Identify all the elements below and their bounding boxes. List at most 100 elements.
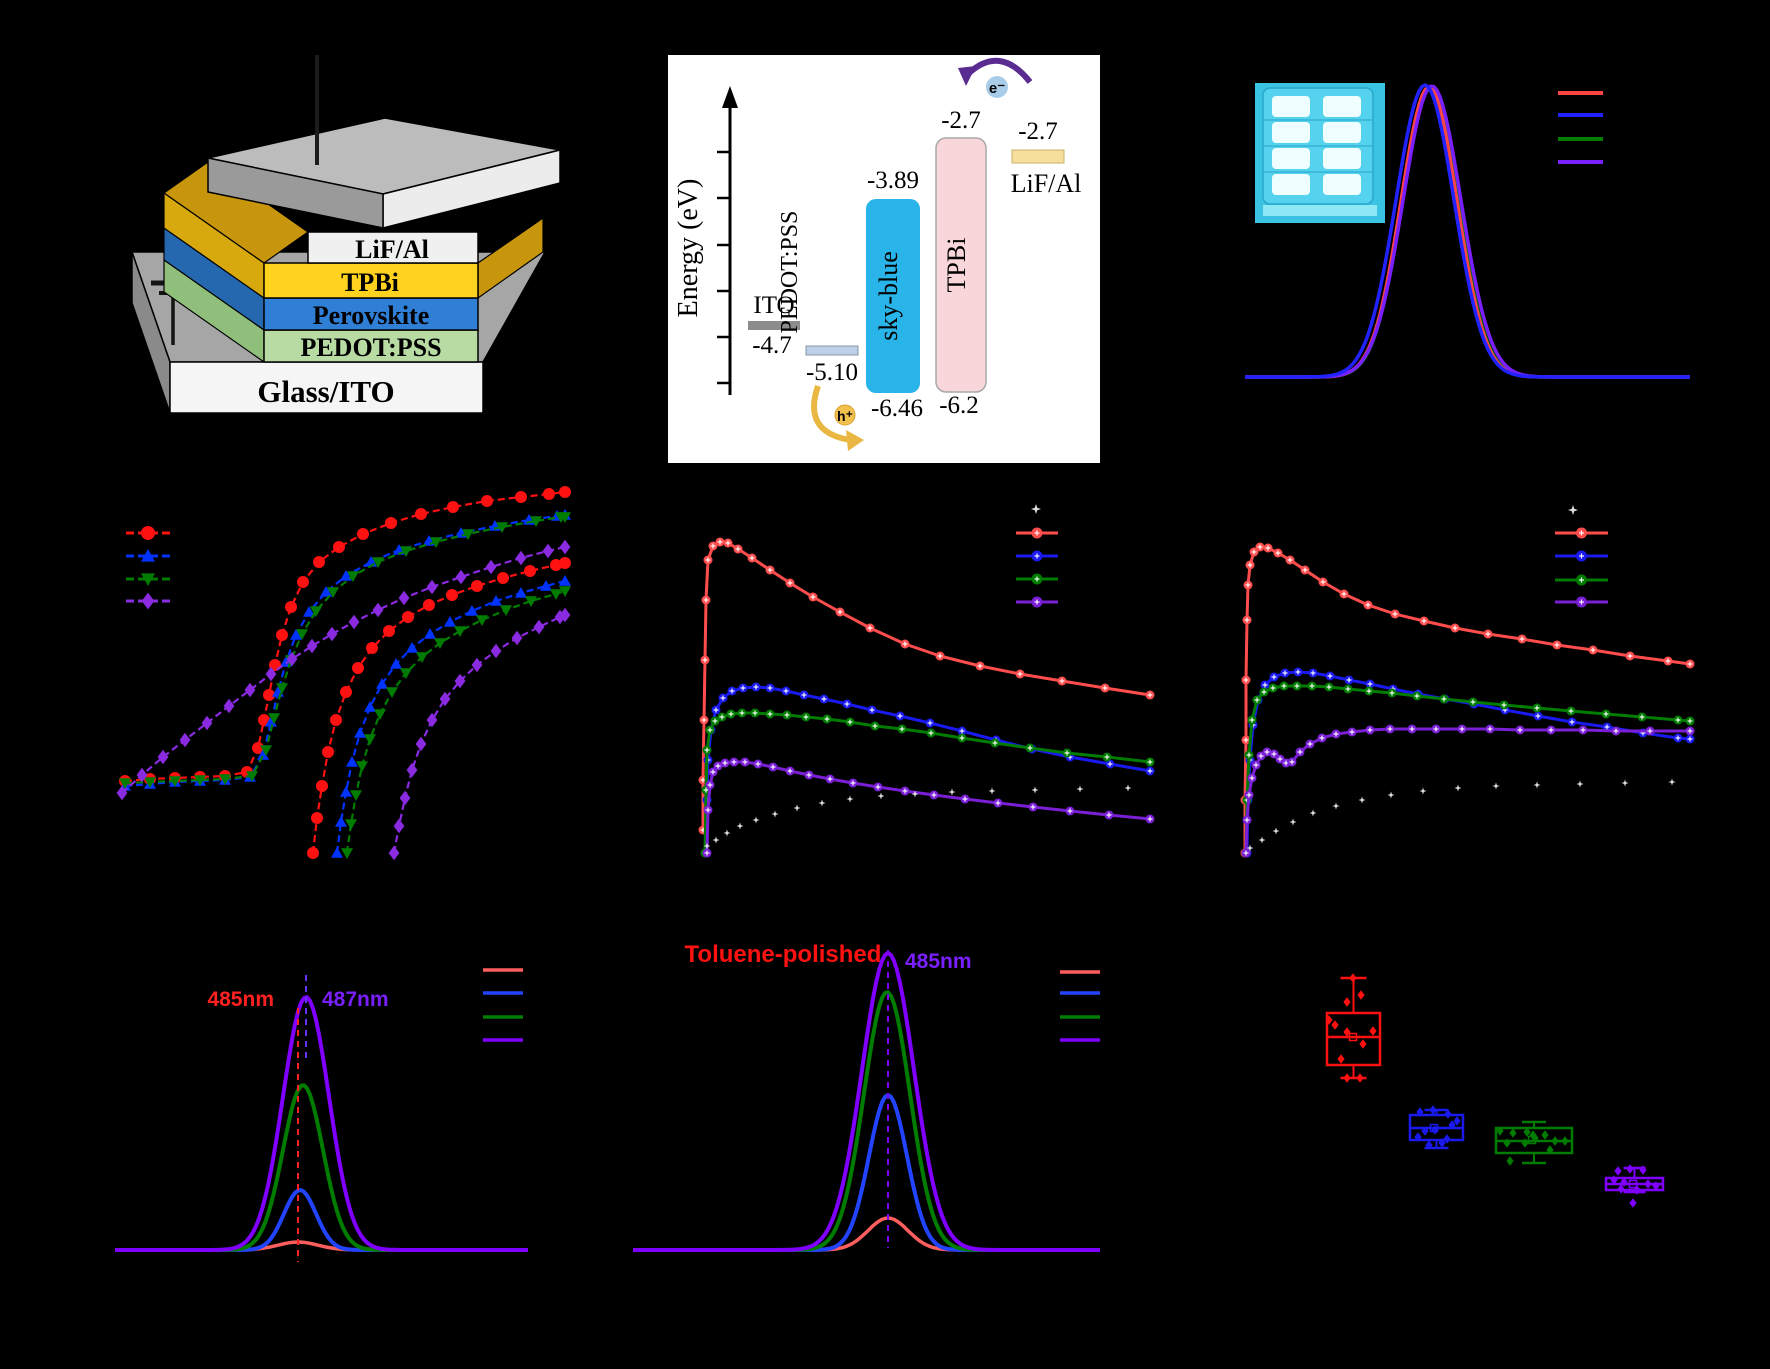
electron-ball bbox=[986, 76, 1008, 98]
marker-diamond bbox=[471, 657, 483, 673]
marker-circle bbox=[313, 556, 325, 568]
marker-diamond bbox=[1337, 1054, 1345, 1064]
marker-circle bbox=[497, 572, 509, 584]
marker-circle bbox=[340, 686, 352, 698]
marker-star bbox=[793, 804, 801, 812]
curve bbox=[633, 1093, 1100, 1252]
marker-circle bbox=[330, 714, 342, 726]
hole-symbol: h⁺ bbox=[837, 408, 853, 424]
marker-star bbox=[911, 790, 919, 798]
charts-layer: 485nm 487nm Toluene-polished 485nm bbox=[115, 83, 1695, 1262]
marker-diamond bbox=[1629, 1198, 1637, 1208]
marker-star bbox=[712, 836, 720, 844]
marker-tridown bbox=[550, 589, 562, 600]
marker-diamond bbox=[136, 767, 148, 783]
marker-triup bbox=[354, 727, 366, 738]
marker-tridown bbox=[296, 629, 308, 640]
tpbi-box bbox=[935, 137, 987, 393]
curve bbox=[633, 951, 1100, 1252]
marker-diamond bbox=[393, 818, 405, 834]
marker-star bbox=[703, 842, 711, 850]
photo-bottom-strip bbox=[1263, 205, 1377, 216]
emitter-label: sky-blue bbox=[874, 251, 903, 341]
marker-tridown bbox=[496, 522, 508, 533]
marker-triup bbox=[290, 629, 302, 640]
marker-star bbox=[1258, 836, 1266, 844]
curve bbox=[124, 515, 565, 785]
marker-star bbox=[818, 799, 826, 807]
marker-circle bbox=[252, 742, 264, 754]
box bbox=[1325, 1011, 1382, 1067]
marker-triup bbox=[406, 642, 418, 653]
marker-star bbox=[736, 822, 744, 830]
glass-ito-label: Glass/ITO bbox=[257, 374, 394, 409]
marker-diamond bbox=[1617, 1184, 1625, 1194]
marker-triup bbox=[540, 580, 552, 591]
panel-a-device-structure: Glass/ITO PEDOT:PSS Perovskite TPBi LiF/… bbox=[130, 55, 561, 414]
marker-tridown bbox=[434, 638, 446, 649]
marker-circle bbox=[383, 625, 395, 637]
panel-b-energy-diagram: Energy (eV) ITO -4.7 PEDOT:PSS -5.10 sky… bbox=[668, 55, 1100, 463]
marker-circle bbox=[423, 599, 435, 611]
photo-cathode-lines bbox=[1263, 119, 1373, 173]
lif-level-value: -2.7 bbox=[1018, 118, 1058, 145]
curve bbox=[311, 561, 566, 854]
marker-star bbox=[846, 795, 854, 803]
marker-circle bbox=[322, 746, 334, 758]
marker-triup bbox=[376, 678, 388, 689]
marker-diamond bbox=[1429, 1105, 1437, 1115]
tpbi-layer bbox=[263, 262, 479, 299]
marker-triup bbox=[320, 586, 332, 597]
marker-diamond bbox=[515, 550, 527, 566]
marker-tridown bbox=[462, 529, 474, 540]
marker-tridown bbox=[525, 596, 537, 607]
marker-circle bbox=[550, 559, 562, 571]
marker-star bbox=[1621, 779, 1629, 787]
marker-circle bbox=[285, 601, 297, 613]
marker-diamond bbox=[490, 643, 502, 659]
marker-diamond bbox=[1639, 1165, 1647, 1175]
pedot-level-value: -5.10 bbox=[806, 359, 858, 386]
marker-triup bbox=[346, 756, 358, 767]
marker-diamond bbox=[1331, 1020, 1339, 1030]
annotation-text: 487nm bbox=[322, 988, 389, 1011]
curve bbox=[335, 579, 566, 854]
marker-triup bbox=[141, 549, 155, 562]
legend-pl-spectra bbox=[483, 968, 523, 1042]
marker-tridown bbox=[119, 778, 131, 789]
marker-diamond bbox=[1523, 1127, 1531, 1137]
marker-diamond bbox=[157, 749, 169, 765]
marker-diamond bbox=[388, 845, 400, 861]
curve bbox=[1243, 545, 1691, 853]
marker-circle bbox=[559, 557, 571, 569]
ito-level-value: -4.7 bbox=[752, 332, 792, 359]
panel-efficiency-curves bbox=[698, 504, 1155, 858]
annotation-text: 485nm bbox=[905, 950, 972, 973]
ito-level-bar bbox=[748, 321, 800, 330]
panel-jvl-curves bbox=[116, 486, 571, 861]
electron-symbol: e⁻ bbox=[989, 80, 1005, 97]
curve bbox=[115, 1188, 528, 1252]
marker-star bbox=[1668, 778, 1676, 786]
marker-star bbox=[1289, 818, 1297, 826]
marker-tridown bbox=[400, 546, 412, 557]
marker-diamond bbox=[1610, 1175, 1618, 1185]
marker-circle bbox=[307, 847, 319, 859]
marker-tridown bbox=[144, 777, 156, 788]
marker-tridown bbox=[559, 586, 571, 597]
marker-triup bbox=[466, 605, 478, 616]
marker-diamond bbox=[485, 559, 497, 575]
legend-jvl-curves bbox=[126, 526, 170, 610]
electron-arrowhead bbox=[958, 66, 976, 86]
marker-diamond bbox=[306, 638, 318, 654]
marker-diamond bbox=[116, 785, 128, 801]
panel-pl-spectra: 485nm 487nm bbox=[115, 968, 528, 1262]
legend-eqe-curves bbox=[1555, 505, 1608, 608]
marker-diamond bbox=[244, 682, 256, 698]
marker-diamond bbox=[1414, 1132, 1422, 1142]
marker-star bbox=[1309, 809, 1317, 817]
panel-el-spectra bbox=[1245, 83, 1691, 379]
tpbi-label: TPBi bbox=[942, 238, 971, 293]
marker-tridown bbox=[260, 745, 272, 756]
